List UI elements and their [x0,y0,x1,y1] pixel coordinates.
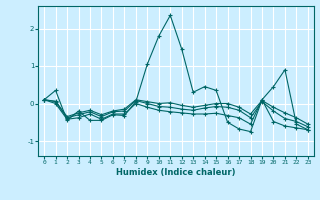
X-axis label: Humidex (Indice chaleur): Humidex (Indice chaleur) [116,168,236,177]
